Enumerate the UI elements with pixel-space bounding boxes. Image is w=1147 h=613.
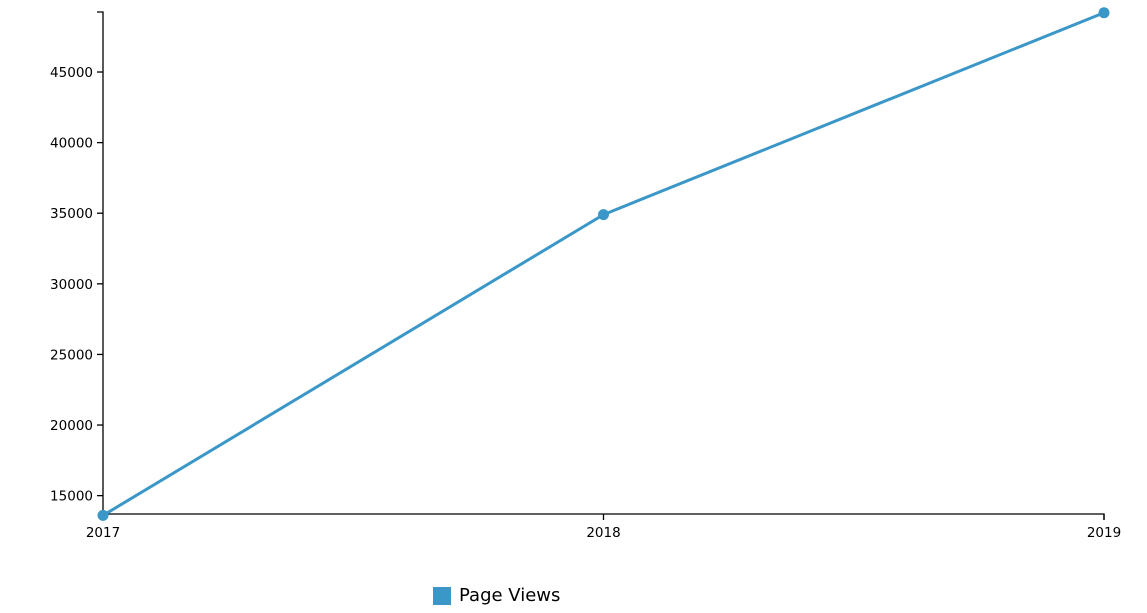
y-axis: 15000 20000 25000 30000 35000 40000 45000 [50,11,104,514]
x-tick-label: 2017 [86,525,120,541]
data-point[interactable] [598,209,609,221]
legend-swatch [433,586,451,605]
data-point[interactable] [97,509,109,521]
y-axis-line [97,11,104,514]
legend-label: Page Views [459,585,561,606]
y-tick-label: 40000 [50,136,93,152]
y-tick-label: 35000 [50,206,93,222]
data-point[interactable] [1098,7,1110,19]
y-tick-label: 25000 [50,347,93,363]
y-tick-label: 45000 [50,65,93,81]
series-layer [97,7,1110,521]
x-tick-label: 2019 [1087,525,1121,541]
x-tick-label: 2018 [586,525,620,541]
y-tick-label: 15000 [50,489,93,505]
y-tick-label: 20000 [50,418,93,434]
line-chart: 15000 20000 25000 30000 35000 40000 45000 2017… [50,7,1121,541]
legend: Page Views [433,585,560,606]
x-axis: 2017 2018 2019 [86,513,1121,541]
series-line [101,11,1106,517]
y-tick-label: 30000 [50,277,93,293]
